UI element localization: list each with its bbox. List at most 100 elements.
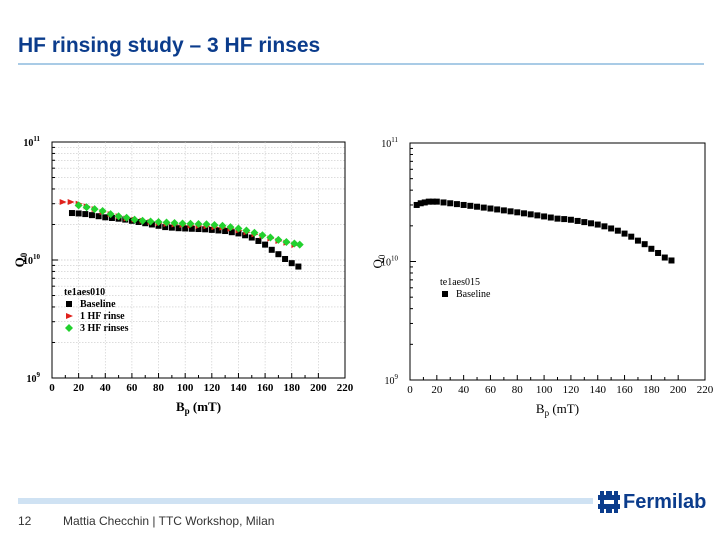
chart-1-point: [608, 225, 615, 232]
chart-0-legend-marker: [66, 313, 73, 319]
chart-0-y-tick-label: 109: [27, 371, 41, 385]
chart-0-point: [74, 201, 83, 210]
chart-0-legend-label: Baseline: [80, 299, 116, 310]
chart-1-point: [567, 216, 574, 223]
chart-1-point: [561, 216, 568, 223]
chart-1-x-tick-label: 220: [697, 384, 714, 396]
chart-1-series-0: [413, 198, 675, 264]
chart-0-point: [82, 203, 91, 212]
chart-0-point: [75, 210, 82, 217]
chart-0-x-tick-label: 200: [310, 382, 327, 394]
chart-1-x-label-sub: p: [545, 408, 550, 418]
chart-0-y-label-sub: 0: [19, 252, 29, 257]
chart-1-point: [520, 210, 527, 217]
chart-1-point: [655, 249, 662, 256]
chart-0-x-label: Bp (mT): [176, 399, 221, 416]
chart-0-point: [290, 239, 299, 248]
chart-0-point: [274, 235, 283, 244]
chart-1-x-tick-label: 120: [563, 384, 580, 396]
chart-1-point: [547, 214, 554, 221]
chart-0-point: [195, 226, 202, 233]
chart-1-point: [641, 241, 648, 248]
chart-0-point: [148, 221, 155, 228]
chart-0-point: [175, 225, 182, 232]
chart-0-point: [218, 221, 227, 230]
chart-0-x-tick-label: 220: [337, 382, 354, 394]
chart-0-point: [222, 228, 229, 235]
chart-0-point: [130, 215, 139, 224]
chart-1-point: [460, 201, 467, 208]
chart-1-point: [494, 206, 501, 213]
chart-0-point: [242, 226, 251, 235]
chart-1-point: [648, 245, 655, 252]
chart-0-point: [275, 251, 282, 258]
chart-0-point: [268, 246, 275, 253]
chart-1-x-tick-label: 180: [643, 384, 660, 396]
chart-1-point: [433, 198, 440, 205]
chart-1-x-tick-label: 140: [589, 384, 606, 396]
chart-0-y-label: Q0: [12, 252, 29, 267]
chart-1-point: [621, 230, 628, 237]
chart-1-point: [514, 209, 521, 216]
chart-1-point: [413, 201, 420, 208]
chart-0-x-tick-label: 180: [283, 382, 300, 394]
chart-0-point: [186, 219, 195, 228]
chart-1-y-tick-exponent: 10: [391, 255, 399, 263]
chart-0-x-tick-label: 40: [100, 382, 112, 394]
chart-1-y-tick-label: 1011: [381, 136, 398, 150]
chart-0-y-tick-exponent: 11: [33, 135, 40, 143]
chart-1-frame: [409, 142, 706, 381]
chart-1-point: [417, 200, 424, 207]
slide-title: HF rinsing study – 3 HF rinses: [18, 34, 321, 57]
chart-0-point: [162, 218, 171, 227]
chart-1-point: [480, 204, 487, 211]
chart-1-x-tick-label: 40: [458, 384, 470, 396]
chart-1-point: [440, 199, 447, 206]
chart-1-point: [527, 211, 534, 218]
chart-0-x-tick-label: 160: [257, 382, 274, 394]
chart-1-point: [614, 227, 621, 234]
chart-0-point: [234, 224, 243, 233]
fermilab-logo-icon: [598, 491, 620, 513]
chart-1-point: [534, 212, 541, 219]
chart-right: 0 20 40 60 80 100 120 140 160 180 200 2201091010101…: [370, 136, 714, 418]
chart-0-series-0: [68, 210, 302, 270]
chart-0-y-tick-exponent: 10: [33, 253, 41, 261]
chart-0-point: [154, 217, 163, 226]
chart-1-x-tick-label: 160: [616, 384, 633, 396]
chart-0-x-tick-label: 80: [153, 382, 165, 394]
footer-bar: [18, 498, 593, 504]
chart-0-x-tick-label: 140: [230, 382, 247, 394]
chart-0-point: [82, 211, 89, 218]
chart-1-x-tick-label: 20: [431, 384, 443, 396]
chart-0-legend-title: te1aes010: [64, 287, 105, 298]
chart-0-point: [194, 219, 203, 228]
chart-left: 0 20 40 60 80 100 120 140 160 180 200 2201091010101…: [12, 135, 354, 416]
chart-1-point: [467, 202, 474, 209]
chart-0-x-label-sub: p: [185, 406, 190, 416]
chart-1-x-tick-label: 100: [536, 384, 553, 396]
chart-0-point: [138, 216, 147, 225]
chart-0-point: [170, 218, 179, 227]
title-divider: [18, 63, 704, 65]
page-number: 12: [18, 514, 32, 528]
chart-1-point: [453, 201, 460, 208]
chart-1-point: [588, 220, 595, 227]
chart-1-point: [421, 199, 428, 206]
chart-0-point: [95, 213, 102, 220]
chart-0-legend-marker: [66, 301, 72, 307]
chart-0-x-label-unit: (mT): [190, 399, 221, 414]
chart-0-point: [106, 210, 115, 219]
chart-0-point: [235, 230, 242, 237]
chart-0-point: [282, 238, 291, 247]
chart-1-point: [574, 217, 581, 224]
chart-0-point: [202, 220, 211, 229]
chart-0-point: [178, 219, 187, 228]
chart-1-y-tick-exponent: 9: [395, 373, 399, 381]
chart-0-point: [146, 217, 155, 226]
chart-0-legend-label: 1 HF rinse: [80, 311, 125, 322]
chart-0-point: [282, 255, 289, 262]
chart-0-point: [182, 225, 189, 232]
chart-0-x-tick-label: 100: [177, 382, 194, 394]
